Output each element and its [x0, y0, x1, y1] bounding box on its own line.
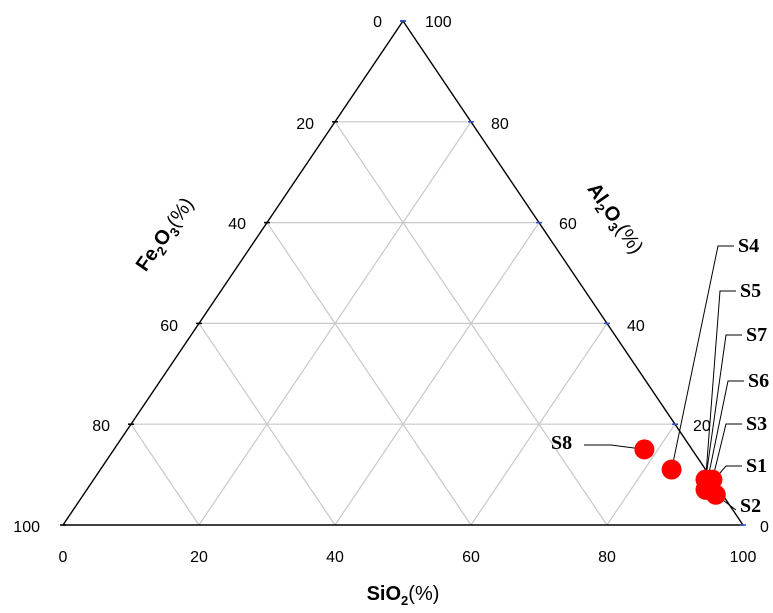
axis-title-fe2o3: Fe2O3(%) — [132, 194, 201, 278]
axis-title-fe2o3-paren: (%) — [162, 194, 198, 232]
tick-label-fe2o3-80: 80 — [92, 418, 110, 435]
grid-line-sio2-60 — [470, 323, 608, 526]
triangle-frame — [61, 19, 745, 526]
leader-line-s6 — [705, 380, 744, 490]
leader-line-s8 — [584, 444, 645, 450]
data-points — [634, 439, 726, 505]
tick-label-sio2-40: 40 — [326, 549, 344, 566]
axis-title-sio2: SiO2(%) — [367, 583, 440, 608]
grid-lines — [130, 121, 676, 526]
tick-label-fe2o3-100: 100 — [13, 519, 40, 536]
grid-line-sio2-80 — [606, 423, 676, 526]
grid-line-fe2o3-40 — [266, 222, 472, 526]
tick-label-sio2-20: 20 — [190, 549, 208, 566]
leader-line-s5 — [705, 290, 736, 480]
tick-label-al2o3-80: 80 — [491, 116, 509, 133]
axis-title-al2o3-main: Al — [583, 179, 612, 208]
data-point-s8 — [634, 439, 655, 460]
tick-label-fe2o3-40: 40 — [228, 216, 246, 233]
tick-label-sio2-60: 60 — [462, 549, 480, 566]
data-point-s4 — [661, 459, 682, 480]
point-labels: S1 S2 S3 S4 S5 S6 S7 S8 — [551, 235, 769, 517]
grid-line-fe2o3-60 — [198, 323, 336, 526]
axis-title-sio2-main: SiO — [367, 583, 401, 605]
tick-label-al2o3-40: 40 — [627, 318, 645, 335]
tick-label-fe2o3-20: 20 — [296, 116, 314, 133]
point-label-s1: S1 — [746, 455, 767, 477]
point-label-s8: S8 — [551, 432, 572, 454]
label-leader-lines — [584, 245, 744, 511]
point-label-s4: S4 — [738, 235, 759, 257]
tick-label-sio2-100: 100 — [730, 549, 757, 566]
axis-title-sio2-paren: (%) — [408, 583, 439, 605]
point-label-s2: S2 — [740, 495, 761, 517]
tick-label-sio2-0: 0 — [59, 549, 68, 566]
axis-title-al2o3: Al2O3(%) — [580, 179, 647, 260]
axis-title-sio2-sub: 2 — [401, 593, 408, 608]
leader-line-s4 — [671, 245, 734, 470]
point-label-s7: S7 — [746, 324, 767, 346]
tick-label-fe2o3-60: 60 — [160, 318, 178, 335]
tick-label-al2o3-20: 20 — [693, 418, 711, 435]
point-label-s6: S6 — [748, 370, 769, 392]
point-label-s3: S3 — [746, 413, 767, 435]
grid-line-fe2o3-80 — [130, 423, 200, 526]
tick-label-fe2o3-0: 0 — [373, 14, 382, 31]
tick-label-sio2-80: 80 — [598, 549, 616, 566]
leader-line-s3 — [711, 423, 742, 480]
data-point-s7 — [695, 469, 716, 490]
grid-line-sio2-40 — [334, 222, 540, 526]
tick-label-al2o3-0: 0 — [760, 519, 769, 536]
tick-label-al2o3-100: 100 — [425, 14, 452, 31]
tick-label-al2o3-60: 60 — [559, 216, 577, 233]
leader-line-s7 — [705, 334, 742, 480]
tick-marks — [60, 20, 746, 526]
point-label-s5: S5 — [740, 280, 761, 302]
